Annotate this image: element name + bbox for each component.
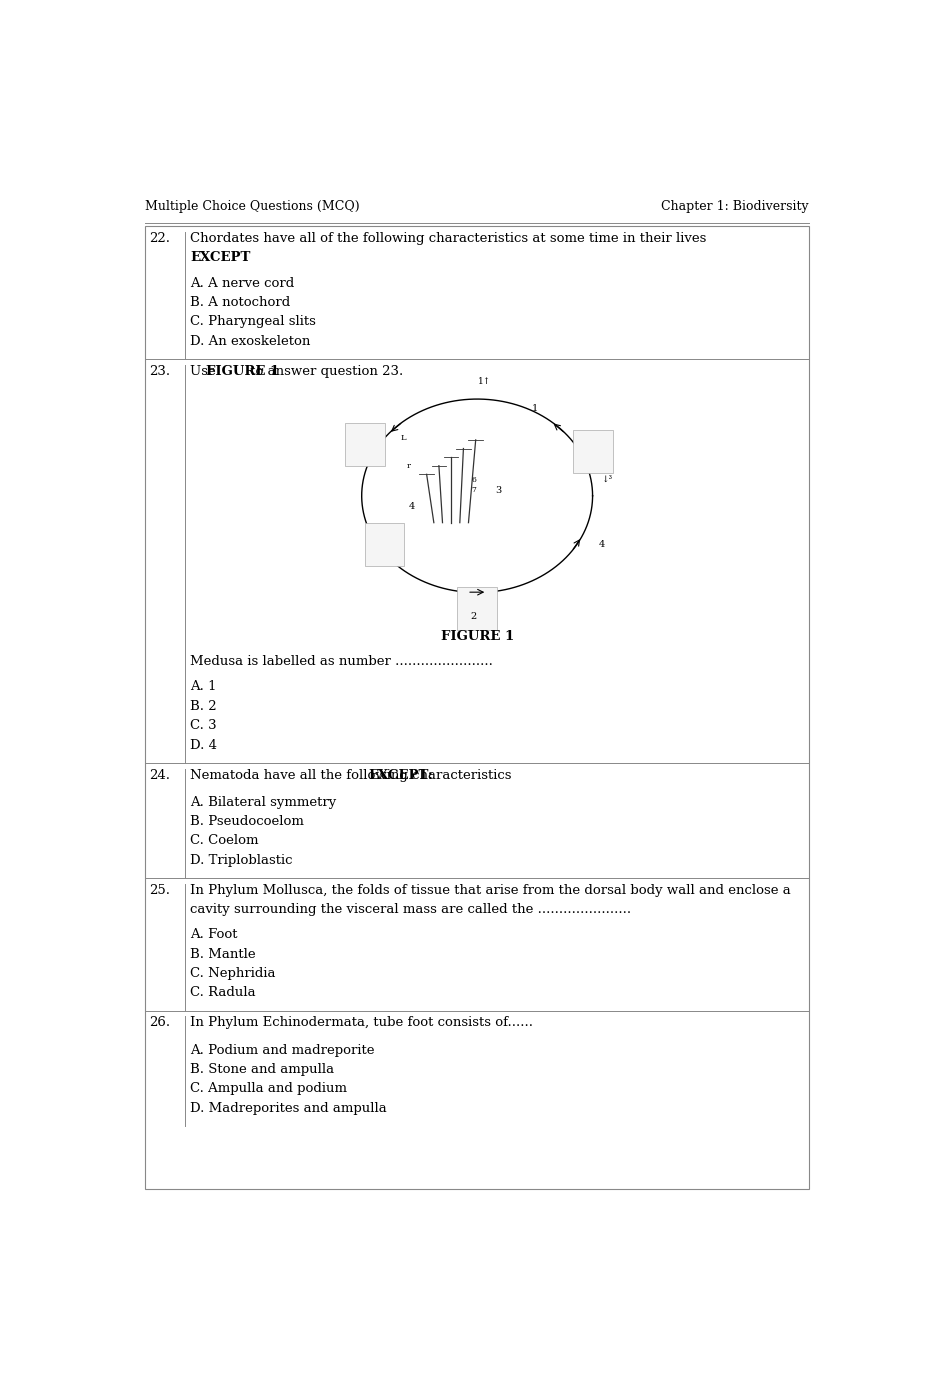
Text: 6
7: 6 7 bbox=[471, 476, 476, 494]
Text: FIGURE 1: FIGURE 1 bbox=[206, 364, 279, 378]
Text: 4: 4 bbox=[599, 540, 604, 549]
Text: D. 4: D. 4 bbox=[190, 738, 217, 751]
Text: B. Pseudocoelom: B. Pseudocoelom bbox=[190, 815, 304, 828]
Text: B. 2: B. 2 bbox=[190, 699, 217, 713]
Text: A. A nerve cord: A. A nerve cord bbox=[190, 276, 294, 289]
Text: 25.: 25. bbox=[149, 884, 169, 896]
Text: 24.: 24. bbox=[149, 769, 169, 782]
Text: D. An exoskeleton: D. An exoskeleton bbox=[190, 335, 310, 348]
Text: B. A notochord: B. A notochord bbox=[190, 296, 290, 309]
Text: Chordates have all of the following characteristics at some time in their lives: Chordates have all of the following char… bbox=[190, 232, 707, 246]
Text: In Phylum Echinodermata, tube foot consists of......: In Phylum Echinodermata, tube foot consi… bbox=[190, 1016, 533, 1029]
Bar bbox=[145, 226, 809, 1189]
Text: C. Nephridia: C. Nephridia bbox=[190, 967, 276, 980]
Text: 22.: 22. bbox=[149, 232, 169, 246]
Text: A. Bilateral symmetry: A. Bilateral symmetry bbox=[190, 796, 336, 808]
Text: Medusa is labelled as number .......................: Medusa is labelled as number ...........… bbox=[190, 655, 492, 669]
Text: C. 3: C. 3 bbox=[190, 719, 217, 732]
Text: B. Mantle: B. Mantle bbox=[190, 948, 256, 960]
Text: Multiple Choice Questions (MCQ): Multiple Choice Questions (MCQ) bbox=[145, 200, 360, 212]
Bar bbox=[457, 588, 497, 630]
Text: C. Radula: C. Radula bbox=[190, 987, 256, 1000]
Text: cavity surrounding the visceral mass are called the ......................: cavity surrounding the visceral mass are… bbox=[190, 903, 631, 916]
Text: In Phylum Mollusca, the folds of tissue that arise from the dorsal body wall and: In Phylum Mollusca, the folds of tissue … bbox=[190, 884, 790, 896]
Text: ↓³: ↓³ bbox=[601, 475, 613, 484]
Text: D. Triploblastic: D. Triploblastic bbox=[190, 854, 292, 867]
Text: L: L bbox=[400, 434, 406, 441]
Text: Nematoda have all the following characteristics: Nematoda have all the following characte… bbox=[190, 769, 516, 782]
Text: A. Podium and madreporite: A. Podium and madreporite bbox=[190, 1044, 374, 1057]
Text: FIGURE 1: FIGURE 1 bbox=[440, 630, 514, 644]
Text: A. 1: A. 1 bbox=[190, 680, 217, 694]
Text: A. Foot: A. Foot bbox=[190, 928, 237, 941]
Text: C. Pharyngeal slits: C. Pharyngeal slits bbox=[190, 315, 316, 328]
Text: B. Stone and ampulla: B. Stone and ampulla bbox=[190, 1062, 334, 1076]
Text: C. Ampulla and podium: C. Ampulla and podium bbox=[190, 1082, 347, 1096]
Text: 23.: 23. bbox=[149, 364, 170, 378]
Text: 1↑: 1↑ bbox=[478, 377, 491, 387]
Text: C. Coelom: C. Coelom bbox=[190, 835, 259, 847]
Text: 4: 4 bbox=[409, 503, 415, 511]
Text: 26.: 26. bbox=[149, 1016, 170, 1029]
Text: 3: 3 bbox=[495, 486, 502, 496]
Text: 1: 1 bbox=[532, 405, 538, 413]
Text: Use: Use bbox=[190, 364, 220, 378]
Text: D. Madreporites and ampulla: D. Madreporites and ampulla bbox=[190, 1101, 386, 1114]
Bar bbox=[573, 430, 613, 473]
Text: to answer question 23.: to answer question 23. bbox=[246, 364, 403, 378]
Text: EXCEPT:: EXCEPT: bbox=[369, 769, 433, 782]
Text: EXCEPT: EXCEPT bbox=[190, 251, 250, 264]
Text: r: r bbox=[407, 462, 411, 469]
Bar bbox=[365, 522, 404, 565]
Text: Chapter 1: Biodiversity: Chapter 1: Biodiversity bbox=[661, 200, 809, 212]
Text: 2: 2 bbox=[470, 611, 477, 621]
Bar bbox=[345, 423, 385, 466]
